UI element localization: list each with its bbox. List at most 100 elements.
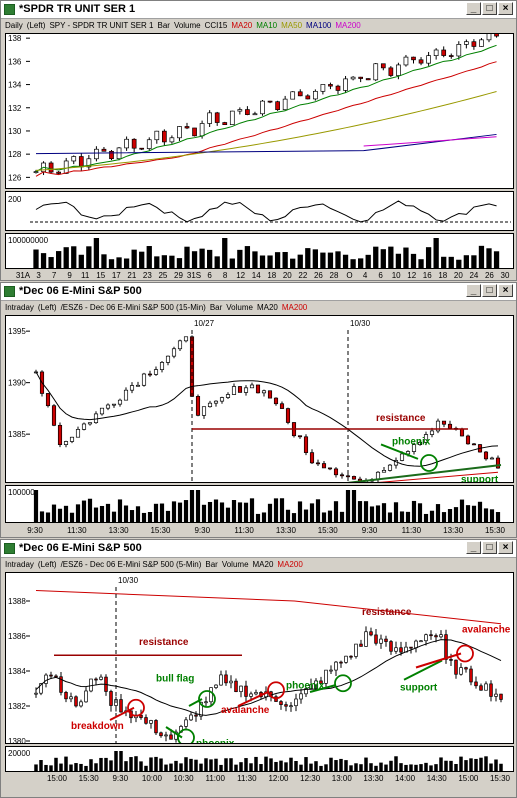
volume-bar — [285, 509, 291, 522]
candle-body — [305, 95, 311, 100]
candle-body — [418, 59, 424, 64]
ma10-line — [35, 44, 497, 173]
candle-body — [105, 404, 111, 409]
volume-bar — [169, 255, 175, 268]
candle-body — [244, 685, 248, 697]
candle-body — [94, 678, 98, 681]
volume-chart: 20000 — [8, 749, 503, 771]
ma20-line — [35, 639, 502, 716]
minimize-button[interactable]: _ — [466, 284, 481, 297]
volume-bar — [404, 764, 408, 771]
x-tick-label: 10:30 — [174, 774, 195, 783]
maximize-button[interactable]: □ — [482, 284, 497, 297]
volume-bar — [123, 505, 129, 522]
volume-bar — [159, 758, 163, 771]
minimize-button[interactable]: _ — [466, 541, 481, 554]
volume-bar — [69, 764, 73, 771]
price-chart: 139513901385138010/2710/30resistancephoe… — [8, 319, 502, 518]
candle-body — [321, 463, 327, 469]
volume-bar — [199, 248, 205, 268]
candle-body — [171, 348, 177, 357]
maximize-button[interactable]: □ — [482, 2, 497, 15]
volume-bar — [403, 247, 409, 268]
volume-bar — [345, 490, 351, 522]
candle-body — [489, 683, 493, 697]
legend-item: MA200 — [277, 560, 303, 569]
price-pane[interactable]: 1388 1386 1384 1382 1380 10/30 resistance resis… — [5, 572, 514, 749]
volume-pane[interactable]: 100000000 — [5, 233, 514, 269]
volume-bar — [134, 756, 138, 771]
volume-bar — [209, 759, 213, 771]
candle-body — [169, 734, 173, 740]
candle-body — [195, 396, 201, 416]
candle-body — [99, 407, 105, 415]
volume-bar — [279, 498, 285, 522]
candle-body — [184, 126, 190, 129]
volume-bar — [219, 502, 225, 522]
volume-bar — [321, 512, 327, 522]
volume-bar — [423, 513, 429, 522]
volume-bar — [309, 763, 313, 771]
candle-body — [313, 90, 318, 100]
volume-bar — [471, 255, 477, 268]
volume-bar — [489, 509, 495, 522]
title-bar[interactable]: *Dec 06 E-Mini S&P 500 _ □ × — [1, 283, 516, 301]
candle-body — [350, 76, 356, 80]
volume-bar — [454, 763, 458, 771]
x-tick-label: 10:00 — [142, 774, 163, 783]
volume-bar — [144, 765, 148, 771]
maximize-button[interactable]: □ — [482, 541, 497, 554]
y-tick-label: 1382 — [8, 702, 26, 711]
candle-body — [417, 442, 423, 446]
candle-body — [144, 717, 148, 724]
volume-bar — [309, 503, 315, 522]
candle-body — [255, 384, 261, 394]
legend-item: Volume — [221, 560, 249, 569]
x-tick-label: 9:30 — [27, 526, 43, 535]
candle-body — [327, 467, 333, 470]
volume-bar — [69, 512, 75, 522]
candle-body — [64, 692, 68, 700]
candle-body — [260, 100, 265, 115]
volume-bar — [342, 254, 349, 268]
candle-body — [225, 394, 231, 398]
candle-body — [495, 457, 501, 469]
price-pane[interactable]: 139513901385138010/2710/30resistancephoe… — [5, 315, 514, 518]
close-button[interactable]: × — [498, 541, 513, 554]
legend-item: MA200 — [281, 303, 308, 312]
minimize-button[interactable]: _ — [466, 2, 481, 15]
candle-body — [183, 336, 189, 342]
y-tick-label: 130 — [8, 127, 22, 136]
price-chart: 1388 1386 1384 1382 1380 10/30 resistance resis… — [8, 576, 511, 749]
legend-item: Bar — [209, 303, 223, 312]
x-tick-label: 13:30 — [109, 526, 130, 535]
x-tick-label: 10 — [392, 271, 401, 280]
close-button[interactable]: × — [498, 2, 513, 15]
close-button[interactable]: × — [498, 284, 513, 297]
cci-pane[interactable]: 200 — [5, 191, 514, 231]
y-tick-label: 134 — [8, 81, 22, 90]
volume-bar — [252, 251, 258, 268]
volume-pane[interactable]: 20000 — [5, 746, 514, 772]
volume-pane[interactable]: 100000 — [5, 485, 514, 523]
x-tick-label: 11:30 — [67, 526, 87, 535]
candle-body — [423, 434, 429, 443]
candle-body — [315, 462, 321, 465]
volume-bar — [239, 762, 243, 771]
candle-body — [479, 685, 483, 691]
title-bar[interactable]: *Dec 06 E-Mini S&P 500 _ □ × — [1, 540, 516, 558]
volume-bar — [297, 254, 303, 268]
volume-bar — [224, 758, 228, 771]
candle-body — [285, 408, 291, 423]
volume-bar — [290, 258, 296, 268]
x-tick-label: 12 — [236, 271, 245, 280]
volume-bar — [363, 501, 369, 522]
price-pane[interactable]: 138 136 134 132 130 128 126 — [5, 23, 514, 189]
candle-body — [214, 684, 218, 688]
volume-bar — [64, 756, 68, 771]
volume-bar — [429, 510, 435, 522]
x-axis: 31A 3 7 9 11 15 17 21 23 25 29 31S 6 8 12 14 18 20 22 26 28 O… — [16, 271, 510, 280]
legend-item: Volume — [226, 303, 253, 312]
title-bar[interactable]: *SPDR TR UNIT SER 1 _ □ × — [1, 1, 516, 19]
volume-bar — [229, 758, 233, 771]
